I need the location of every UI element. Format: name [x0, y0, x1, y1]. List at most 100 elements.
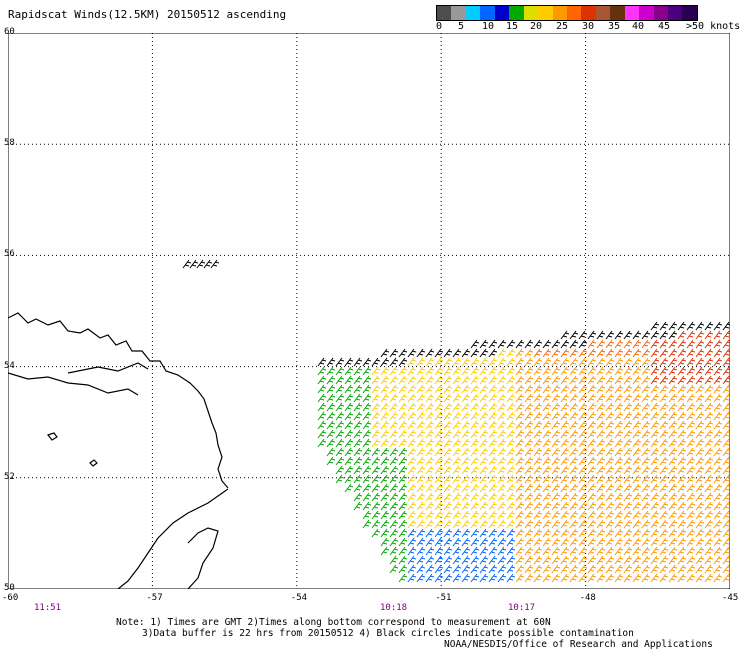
wind-barb — [506, 447, 516, 457]
wind-barb — [488, 393, 498, 403]
wind-barb — [713, 564, 723, 574]
wind-barb — [353, 375, 363, 385]
wind-barb — [389, 501, 399, 511]
wind-barb — [497, 555, 507, 565]
wind-barb — [353, 501, 363, 511]
wind-barb — [398, 573, 408, 583]
wind-barb — [668, 555, 678, 565]
wind-barb — [695, 348, 705, 358]
wind-barb — [479, 447, 489, 457]
wind-barb — [659, 564, 669, 574]
wind-barb — [443, 375, 453, 385]
wind-barb — [623, 348, 633, 358]
wind-barb — [596, 510, 606, 520]
wind-barb — [614, 411, 624, 421]
wind-barb — [587, 573, 597, 583]
wind-barb — [497, 510, 507, 520]
wind-barb — [407, 420, 417, 430]
wind-barb — [614, 510, 624, 520]
wind-barb — [425, 393, 435, 403]
wind-barb — [515, 492, 525, 502]
wind-barb — [650, 366, 660, 376]
wind-barb — [650, 429, 660, 439]
wind-barb — [416, 474, 426, 484]
wind-barb — [659, 321, 669, 331]
wind-barb — [497, 366, 507, 376]
wind-barb — [695, 366, 705, 376]
wind-barb — [479, 384, 489, 394]
wind-barb — [560, 510, 570, 520]
wind-barb — [533, 546, 543, 556]
wind-barb — [668, 393, 678, 403]
wind-barb — [398, 384, 408, 394]
wind-barb — [605, 564, 615, 574]
wind-barb — [389, 555, 399, 565]
wind-barb — [650, 510, 660, 520]
wind-barb — [533, 348, 543, 358]
wind-barb — [434, 456, 444, 466]
wind-barb — [524, 366, 534, 376]
wind-barb — [398, 447, 408, 457]
wind-barb — [425, 384, 435, 394]
wind-barb — [488, 555, 498, 565]
wind-barb — [659, 366, 669, 376]
wind-barb — [704, 393, 714, 403]
wind-barb — [704, 456, 714, 466]
wind-barb — [650, 375, 660, 385]
wind-barb — [389, 528, 399, 538]
wind-barb — [641, 357, 651, 367]
wind-barb — [434, 375, 444, 385]
wind-barb — [668, 537, 678, 547]
wind-barb — [497, 420, 507, 430]
wind-barb — [596, 474, 606, 484]
lon-label: -60 — [2, 593, 19, 603]
wind-barb — [677, 429, 687, 439]
wind-barb — [560, 348, 570, 358]
wind-barb — [542, 420, 552, 430]
wind-barb — [614, 555, 624, 565]
wind-barb — [434, 348, 444, 358]
wind-barb — [353, 474, 363, 484]
lat-label: 52 — [4, 471, 15, 482]
wind-barb — [371, 528, 381, 538]
wind-barb — [452, 564, 462, 574]
wind-barb — [704, 465, 714, 475]
wind-barb — [533, 393, 543, 403]
wind-barb — [470, 339, 480, 349]
wind-barb — [398, 366, 408, 376]
wind-barb — [614, 456, 624, 466]
wind-barb — [551, 519, 561, 529]
wind-barb — [497, 357, 507, 367]
wind-barb — [398, 411, 408, 421]
wind-barb — [722, 483, 730, 493]
lake-melville — [67, 362, 149, 374]
wind-barb — [479, 339, 489, 349]
wind-barb — [470, 501, 480, 511]
wind-barb — [317, 393, 327, 403]
wind-barb — [407, 537, 417, 547]
wind-barb — [659, 420, 669, 430]
wind-barb — [203, 259, 213, 269]
wind-barb — [380, 474, 390, 484]
wind-barb — [605, 366, 615, 376]
wind-barb — [497, 402, 507, 412]
wind-barb — [416, 366, 426, 376]
wind-barb — [704, 321, 714, 331]
wind-barb — [650, 573, 660, 583]
wind-barb — [569, 519, 579, 529]
wind-barb — [614, 537, 624, 547]
wind-barb — [479, 348, 489, 358]
island-2 — [46, 432, 58, 441]
wind-barb — [434, 420, 444, 430]
wind-barb — [668, 465, 678, 475]
wind-barb — [344, 411, 354, 421]
wind-barb — [542, 393, 552, 403]
wind-barb — [614, 330, 624, 340]
wind-barb — [569, 438, 579, 448]
wind-barb — [686, 402, 696, 412]
wind-barb — [632, 501, 642, 511]
wind-barb — [686, 393, 696, 403]
lat-label: 60 — [4, 27, 15, 37]
wind-barb — [533, 438, 543, 448]
wind-barb — [479, 465, 489, 475]
